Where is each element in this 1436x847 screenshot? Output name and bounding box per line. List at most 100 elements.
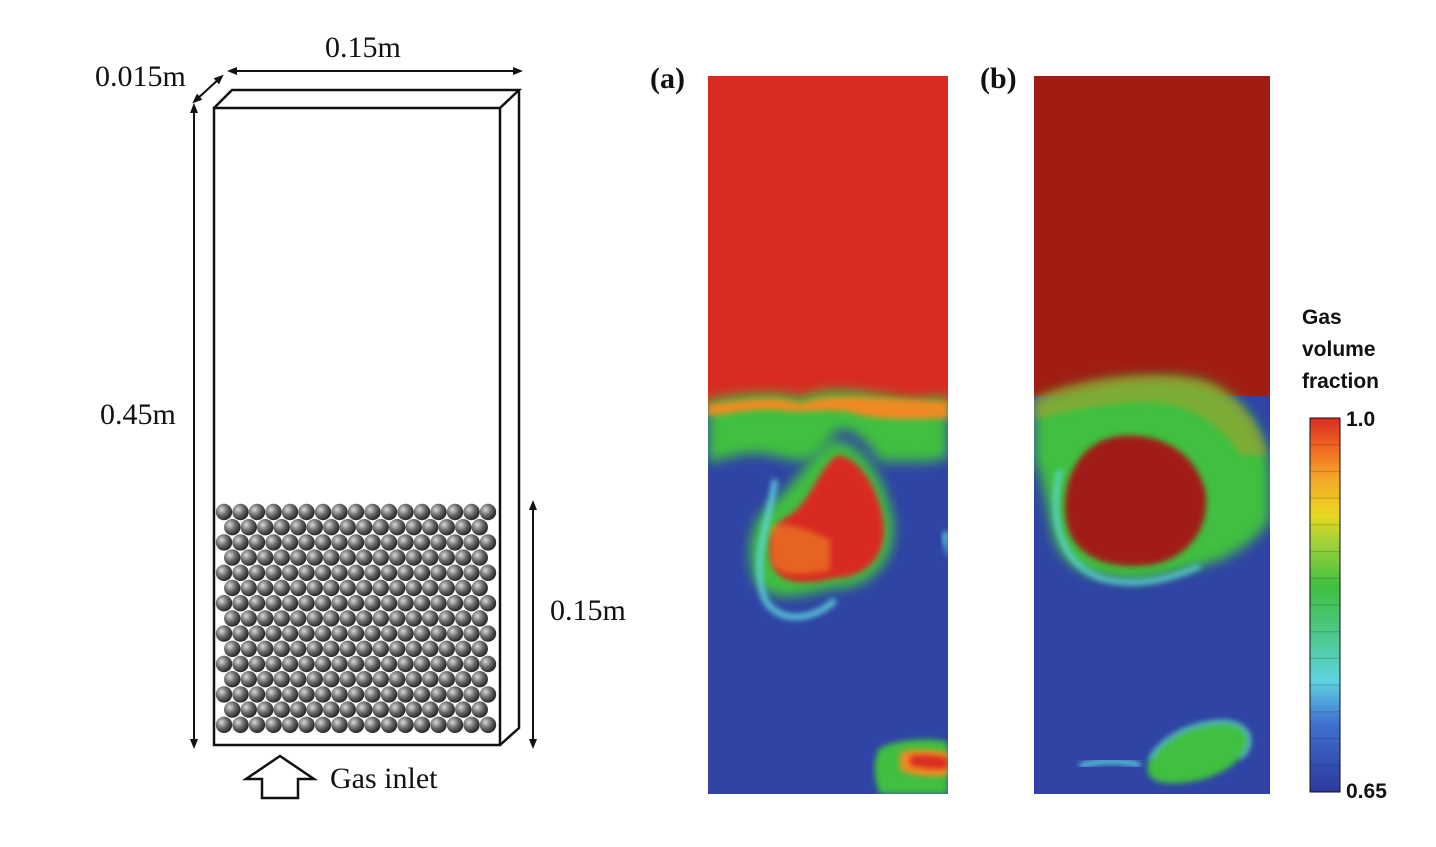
particle [438, 610, 455, 627]
particle [224, 579, 241, 597]
particle [422, 519, 439, 536]
particle [397, 503, 414, 521]
particle [347, 716, 365, 733]
particle [438, 549, 455, 566]
particle [339, 610, 356, 627]
particle [405, 671, 422, 688]
bed-height-label: 0.15m [550, 594, 626, 627]
particle [298, 595, 315, 612]
particle [389, 610, 406, 627]
particle [364, 655, 381, 673]
particle [397, 595, 414, 612]
particle [314, 686, 332, 703]
panel-a-label: (a) [650, 62, 685, 95]
particle [438, 519, 455, 536]
particle [314, 564, 332, 581]
particle [224, 610, 241, 627]
particle [380, 564, 398, 581]
particle [339, 640, 356, 657]
legend-max-label: 1.0 [1346, 408, 1375, 431]
particle [463, 716, 480, 733]
particle [438, 671, 455, 688]
particle [471, 701, 488, 718]
particle [248, 655, 266, 673]
particle [240, 671, 257, 688]
particle [232, 686, 249, 703]
particle [479, 655, 497, 673]
particle [306, 610, 323, 627]
particle [438, 640, 455, 657]
particle [347, 534, 365, 551]
particle [405, 579, 422, 597]
particle [298, 503, 315, 521]
particle [298, 655, 315, 673]
particle [372, 701, 389, 718]
particle [306, 579, 323, 597]
particle [215, 503, 233, 521]
particle [331, 625, 348, 642]
particle [257, 640, 274, 657]
particle [389, 640, 406, 657]
particle [446, 625, 464, 642]
particle [232, 595, 249, 612]
particle [323, 610, 340, 627]
particle [389, 701, 406, 718]
particle [405, 549, 422, 566]
particle [298, 625, 315, 642]
particle [273, 671, 290, 688]
particle [430, 625, 447, 642]
particle [248, 564, 266, 581]
particle [215, 655, 233, 673]
particle [372, 640, 389, 657]
particle [364, 503, 381, 521]
particle [372, 671, 389, 688]
particle [265, 686, 282, 703]
particle [463, 564, 480, 581]
particle [248, 686, 266, 703]
particle [405, 610, 422, 627]
particle [273, 640, 290, 657]
legend-title-line-2: volume [1302, 338, 1376, 361]
particle [422, 640, 439, 657]
panel-a-contour [708, 76, 948, 794]
particle [248, 595, 266, 612]
particle [215, 534, 233, 551]
particle [306, 671, 323, 688]
particle [372, 579, 389, 597]
particle [215, 595, 233, 612]
particle [463, 503, 480, 521]
particle [364, 625, 381, 642]
particle [232, 716, 249, 733]
particle [265, 625, 282, 642]
particle [364, 595, 381, 612]
particle [314, 595, 332, 612]
particle [463, 686, 480, 703]
particle [240, 549, 257, 566]
particle [430, 534, 447, 551]
particle [215, 625, 233, 642]
particle [380, 716, 398, 733]
particle [347, 625, 365, 642]
particle [430, 595, 447, 612]
particle [479, 503, 497, 521]
particle [356, 701, 373, 718]
particle [479, 595, 497, 612]
particle [430, 655, 447, 673]
particle [331, 595, 348, 612]
particle [397, 686, 414, 703]
particle [455, 579, 472, 597]
particle [257, 671, 274, 688]
bed-schematic: 0.15m 0.015m 0.45m 0.15m Gas inlet [95, 31, 626, 800]
particle [356, 610, 373, 627]
particle [471, 640, 488, 657]
particle [314, 655, 332, 673]
particle [224, 701, 241, 718]
particle [265, 503, 282, 521]
particle [281, 655, 299, 673]
particle [290, 610, 307, 627]
particle [397, 655, 414, 673]
particle [306, 701, 323, 718]
particle [347, 595, 365, 612]
particle [215, 564, 233, 581]
panel-a: (a) [650, 62, 948, 794]
